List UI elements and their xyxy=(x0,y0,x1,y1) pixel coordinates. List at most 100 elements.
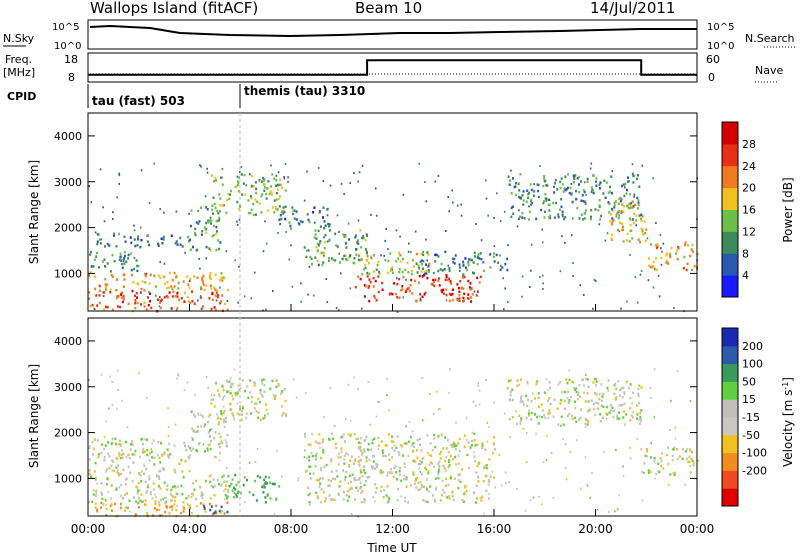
echo-cell xyxy=(226,288,229,292)
echo-cell xyxy=(355,479,358,482)
echo-cell xyxy=(640,269,643,272)
echo-cell xyxy=(96,508,99,512)
echo-cell xyxy=(604,196,607,199)
echo-cell xyxy=(485,179,487,182)
echo-cell xyxy=(639,273,642,276)
echo-cell xyxy=(106,305,109,309)
echo-cell xyxy=(183,300,186,303)
freq-unit: [MHz] xyxy=(3,66,35,79)
echo-cell xyxy=(251,395,253,399)
echo-cell xyxy=(224,488,227,491)
echo-cell xyxy=(366,271,369,274)
echo-cell xyxy=(103,220,106,223)
echo-cell xyxy=(149,493,152,496)
echo-cell xyxy=(260,393,263,397)
echo-cell xyxy=(155,475,158,478)
echo-cell xyxy=(328,438,331,441)
echo-cell xyxy=(475,497,478,500)
echo-cell xyxy=(441,290,444,294)
echo-cell xyxy=(107,407,110,410)
echo-cell xyxy=(295,396,298,399)
echo-cell xyxy=(546,434,548,437)
echo-cell xyxy=(402,193,405,196)
echo-cell xyxy=(219,286,221,289)
echo-cell xyxy=(583,212,586,215)
echo-cell xyxy=(586,484,589,487)
echo-cell xyxy=(420,485,423,489)
echo-cell xyxy=(157,453,159,457)
echo-cell xyxy=(486,422,488,424)
echo-cell xyxy=(220,411,223,415)
echo-cell xyxy=(620,404,623,407)
echo-cell xyxy=(477,253,480,256)
echo-cell xyxy=(452,457,455,461)
echo-cell xyxy=(228,484,231,488)
echo-cell xyxy=(136,282,139,285)
echo-cell xyxy=(450,454,452,458)
echo-cell xyxy=(309,443,312,447)
echo-cell xyxy=(543,175,546,178)
echo-cell xyxy=(637,174,639,177)
echo-cell xyxy=(311,454,314,458)
echo-cell xyxy=(439,457,442,460)
echo-cell xyxy=(342,233,345,236)
echo-cell xyxy=(505,481,507,484)
echo-cell xyxy=(545,184,548,187)
echo-cell xyxy=(558,208,561,211)
echo-cell xyxy=(487,483,490,486)
echo-cell xyxy=(206,167,208,170)
echo-cell xyxy=(654,268,656,271)
echo-cell xyxy=(521,194,524,197)
colorbar-swatch xyxy=(722,328,738,347)
echo-cell xyxy=(419,462,422,466)
echo-cell xyxy=(158,508,161,512)
echo-cell xyxy=(146,396,148,399)
echo-cell xyxy=(453,257,456,261)
echo-cell xyxy=(338,230,340,233)
echo-cell xyxy=(542,282,544,285)
echo-cell xyxy=(458,437,461,441)
echo-cell xyxy=(123,298,125,301)
echo-cell xyxy=(374,483,377,486)
echo-cell xyxy=(359,448,362,451)
echo-cell xyxy=(346,499,349,502)
echo-cell xyxy=(389,269,392,273)
echo-cell xyxy=(481,495,484,499)
echo-cell xyxy=(182,500,185,504)
echo-cell xyxy=(118,451,121,455)
echo-cell xyxy=(523,216,526,220)
echo-cell xyxy=(204,510,207,513)
echo-cell xyxy=(300,300,302,303)
echo-cell xyxy=(144,503,147,507)
echo-cell xyxy=(353,172,355,175)
echo-cell xyxy=(279,183,282,187)
echo-cell xyxy=(615,387,618,391)
echo-cell xyxy=(148,459,151,462)
echo-cell xyxy=(562,438,564,441)
echo-cell xyxy=(226,490,229,494)
echo-cell xyxy=(575,390,578,394)
echo-cell xyxy=(226,495,229,498)
echo-cell xyxy=(682,266,685,270)
echo-cell xyxy=(100,373,103,376)
echo-cell xyxy=(421,295,424,299)
echo-cell xyxy=(428,454,431,457)
echo-cell xyxy=(683,255,686,259)
echo-cell xyxy=(393,282,396,285)
nave-tick-low: 0 xyxy=(708,71,715,84)
echo-cell xyxy=(457,286,460,290)
echo-cell xyxy=(430,282,433,286)
echo-cell xyxy=(202,443,205,446)
echo-cell xyxy=(208,247,211,250)
echo-cell xyxy=(582,189,585,192)
beam-label: Beam 10 xyxy=(355,0,422,17)
echo-cell xyxy=(184,460,187,463)
echo-cell xyxy=(359,487,362,490)
echo-cell xyxy=(185,448,188,452)
echo-cell xyxy=(574,388,576,392)
echo-cell xyxy=(226,381,229,384)
echo-cell xyxy=(626,232,629,236)
echo-cell xyxy=(199,502,202,505)
echo-cell xyxy=(176,377,178,380)
